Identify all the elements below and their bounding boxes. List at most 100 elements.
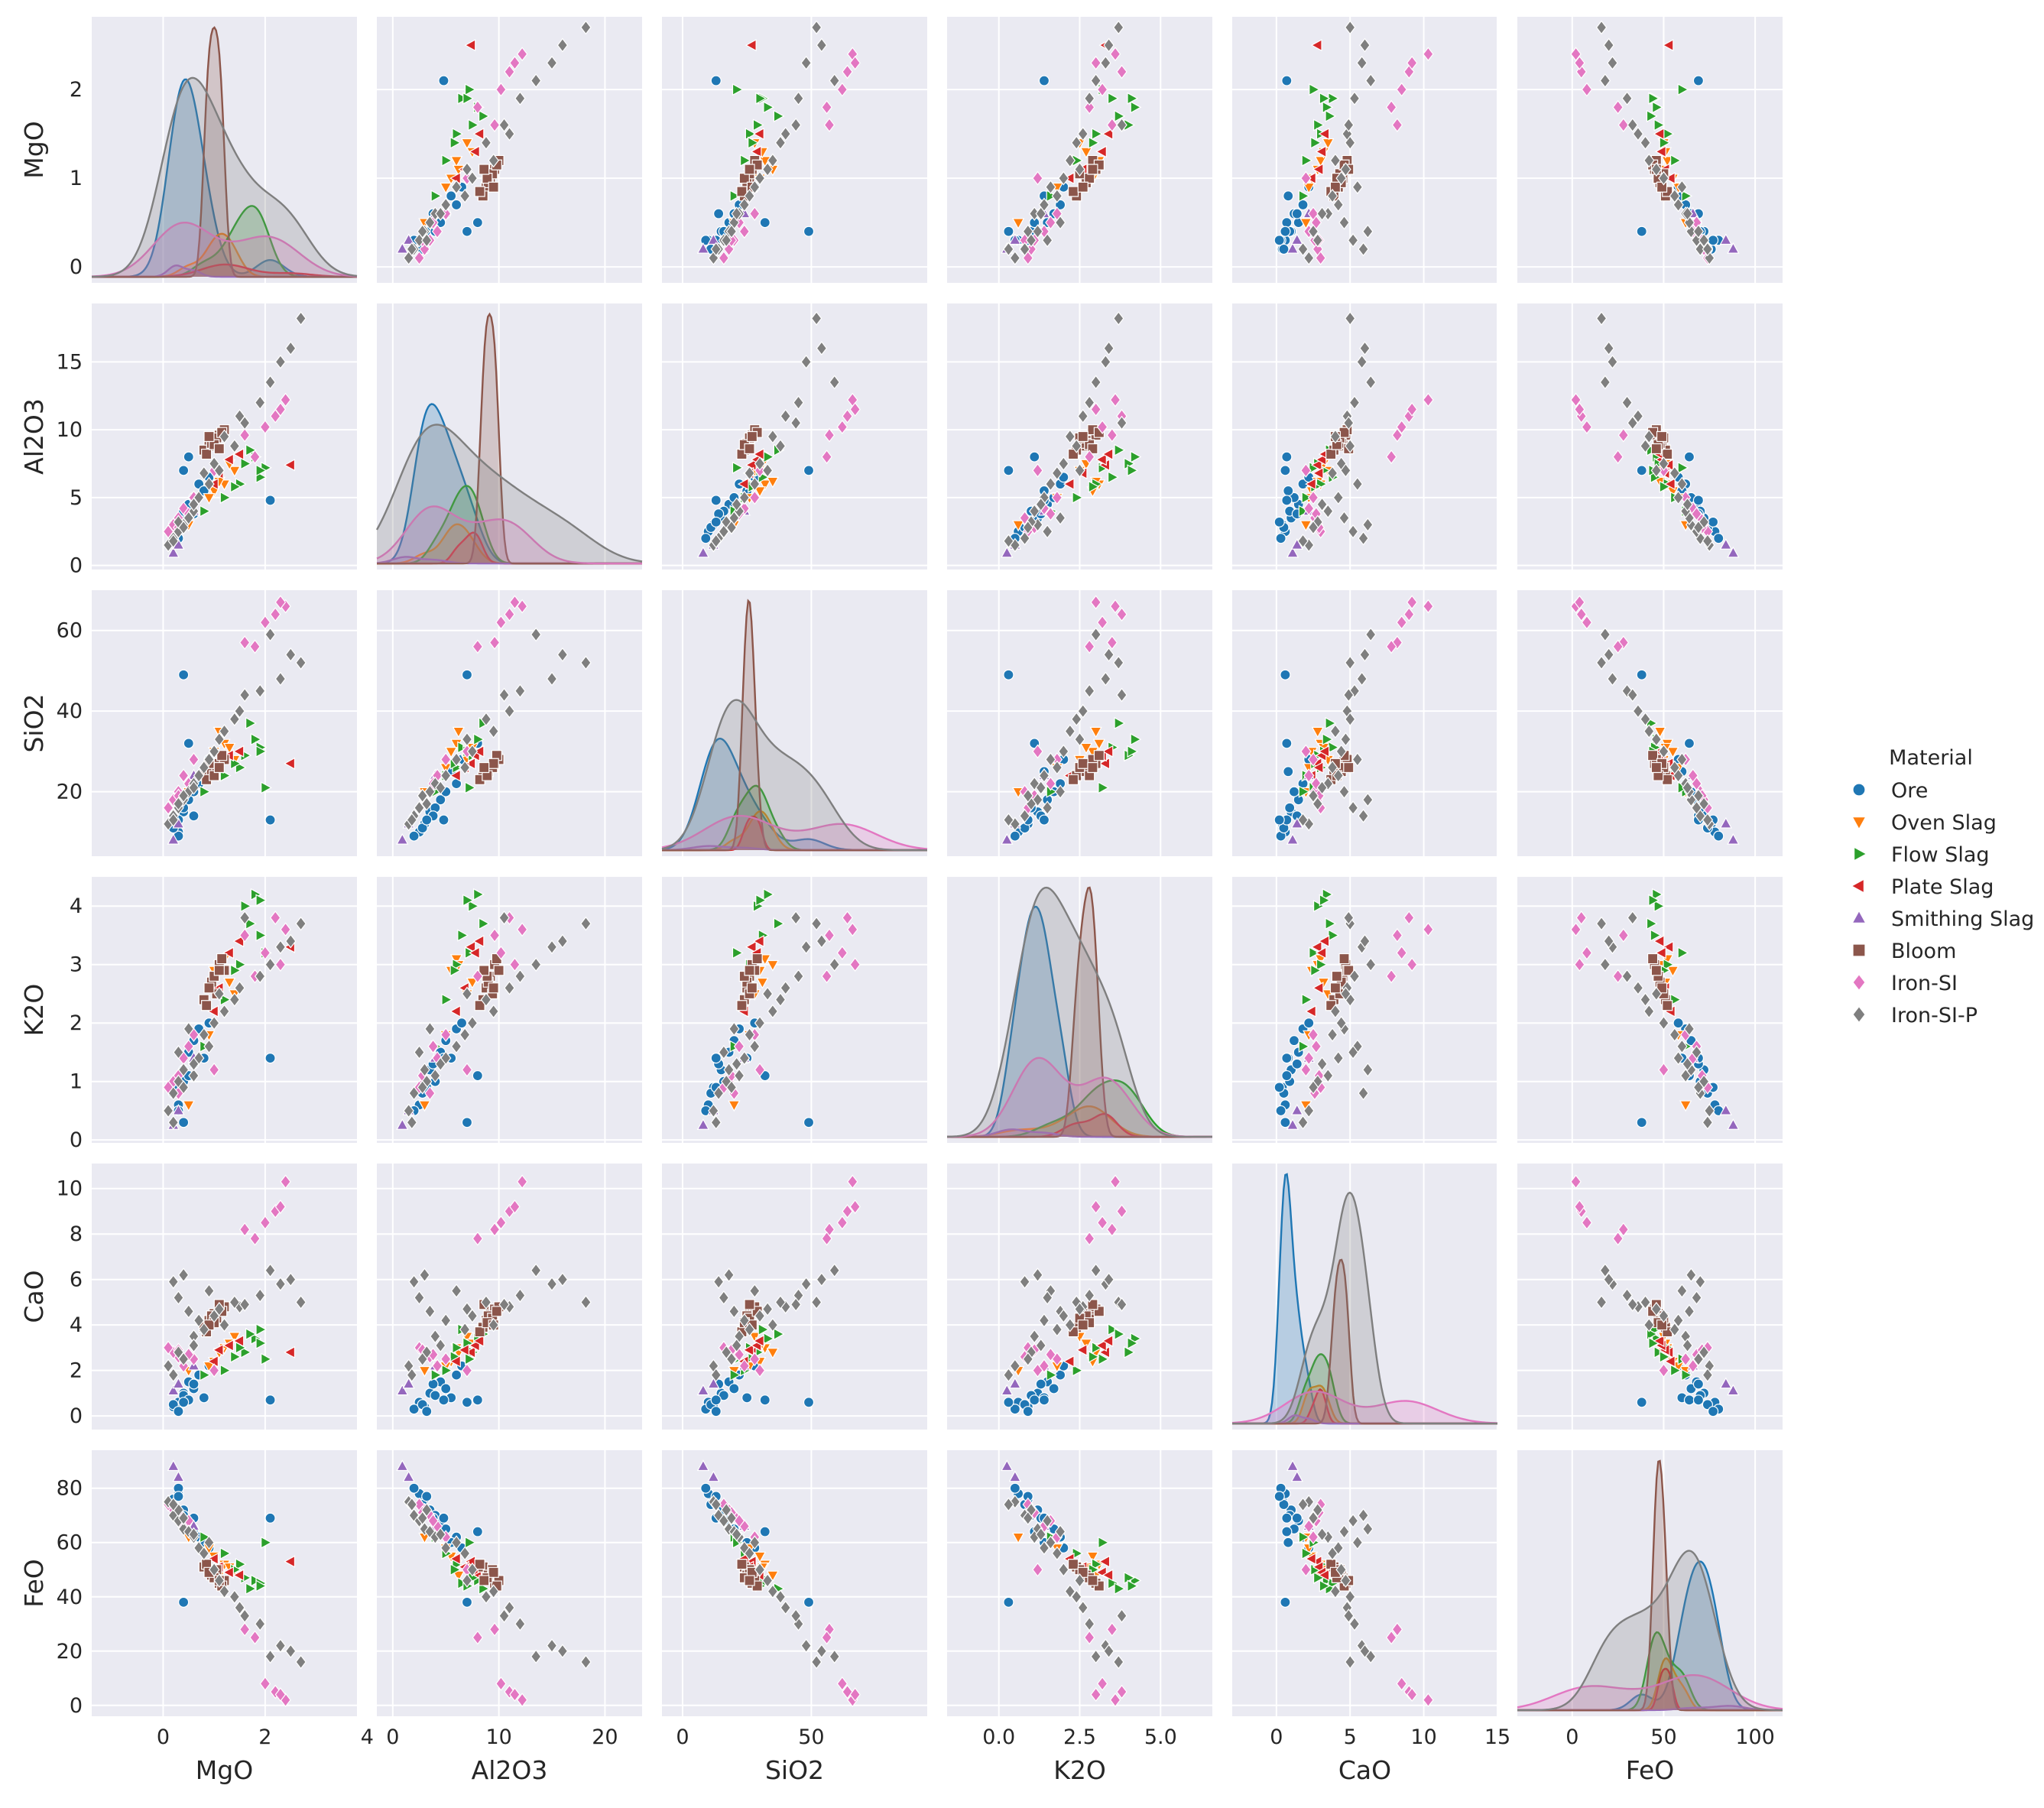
scatter-point bbox=[167, 1274, 180, 1290]
scatter-point bbox=[1301, 154, 1313, 167]
x-tick-label: 100 bbox=[1735, 1725, 1775, 1749]
scatter-point bbox=[1108, 471, 1119, 484]
scatter-point bbox=[1406, 1687, 1418, 1703]
scatter-point bbox=[408, 1404, 420, 1415]
x-tick-label: 2.5 bbox=[1063, 1725, 1096, 1749]
scatter-point bbox=[1329, 1004, 1342, 1019]
scatter-point bbox=[1727, 1384, 1740, 1396]
kde-fill bbox=[1517, 1461, 1783, 1710]
scatter-point bbox=[177, 520, 190, 535]
scatter-point bbox=[219, 1584, 230, 1599]
scatter-point bbox=[402, 233, 415, 245]
scatter-point bbox=[1648, 1336, 1660, 1350]
scatter-point bbox=[1344, 438, 1356, 453]
legend-entry: Iron-SI-P bbox=[1852, 1004, 1977, 1027]
scatter-point bbox=[424, 1021, 436, 1037]
scatter-point bbox=[773, 109, 785, 123]
scatter-point bbox=[472, 639, 484, 654]
scatter-point bbox=[1673, 1313, 1684, 1328]
scatter-point bbox=[406, 1115, 418, 1130]
scatter-point bbox=[183, 1347, 195, 1362]
scatter-point bbox=[1303, 768, 1315, 783]
y-tick-label: 10 bbox=[57, 1177, 83, 1201]
scatter-point bbox=[780, 980, 791, 995]
scatter-point bbox=[1088, 480, 1100, 493]
scatter-point bbox=[1347, 1045, 1359, 1060]
scatter-point bbox=[172, 1470, 185, 1482]
scatter-point bbox=[1621, 683, 1633, 699]
scatter-point bbox=[1663, 1355, 1676, 1368]
kde-fill bbox=[1517, 1632, 1783, 1710]
kde-fill bbox=[1232, 1193, 1497, 1423]
scatter-point bbox=[449, 156, 463, 167]
scatter-point bbox=[800, 940, 812, 955]
scatter-point bbox=[264, 957, 276, 972]
scatter-point bbox=[745, 940, 757, 953]
scatter-point bbox=[173, 1491, 184, 1502]
scatter-point bbox=[167, 1384, 180, 1396]
scatter-point bbox=[1045, 752, 1056, 767]
scatter-point bbox=[720, 232, 732, 248]
scatter-point bbox=[1687, 1358, 1698, 1374]
scatter-point bbox=[1396, 82, 1407, 97]
scatter-point bbox=[774, 1589, 787, 1605]
panel-grid: 012MgO051015Al2O3204060SiO201234K2O02468… bbox=[19, 17, 1783, 1785]
scatter-point bbox=[1650, 443, 1662, 455]
scatter-point bbox=[207, 1552, 219, 1566]
legend-marker bbox=[1854, 846, 1867, 862]
scatter-point bbox=[1109, 392, 1121, 407]
scatter-point bbox=[556, 1272, 569, 1287]
scatter-point bbox=[816, 37, 828, 53]
scatter-point bbox=[1041, 232, 1053, 248]
scatter-point bbox=[1681, 1368, 1693, 1381]
scatter-point bbox=[495, 945, 507, 960]
scatter-point bbox=[1032, 224, 1043, 239]
scatter-point bbox=[1283, 1537, 1294, 1548]
x-tick-label: 50 bbox=[798, 1725, 824, 1749]
scatter-point bbox=[295, 655, 307, 670]
scatter-point bbox=[1640, 1295, 1651, 1310]
scatter-point bbox=[1315, 946, 1327, 959]
scatter-point bbox=[766, 1570, 780, 1582]
scatter-point bbox=[1087, 164, 1098, 175]
scatter-point bbox=[1003, 669, 1014, 680]
scatter-point bbox=[738, 1358, 751, 1374]
y-tick-label: 8 bbox=[70, 1222, 83, 1246]
scatter-point bbox=[1658, 1308, 1669, 1323]
scatter-point bbox=[213, 986, 225, 1001]
scatter-point bbox=[1343, 118, 1355, 132]
scatter-point bbox=[1347, 1513, 1359, 1528]
scatter-point bbox=[1098, 1536, 1110, 1549]
scatter-point bbox=[1083, 1231, 1095, 1246]
scatter-point bbox=[1704, 1103, 1715, 1118]
scatter-point bbox=[198, 1322, 210, 1337]
scatter-point bbox=[1612, 969, 1624, 984]
scatter-point bbox=[1038, 75, 1050, 86]
scatter-point bbox=[264, 1512, 276, 1524]
scatter-point bbox=[480, 712, 492, 727]
scatter-point bbox=[1658, 1363, 1669, 1378]
scatter-point bbox=[440, 182, 453, 194]
scatter-point bbox=[261, 1536, 272, 1549]
scatter-point bbox=[1286, 1459, 1299, 1472]
scatter-point bbox=[1707, 235, 1719, 246]
scatter-point bbox=[440, 1027, 452, 1042]
scatter-point bbox=[1054, 511, 1066, 525]
scatter-point bbox=[188, 780, 200, 795]
scatter-point bbox=[1083, 450, 1095, 465]
scatter-point bbox=[755, 894, 767, 907]
scatter-point bbox=[731, 497, 742, 512]
scatter-point bbox=[708, 1103, 719, 1118]
scatter-point bbox=[530, 957, 542, 972]
scatter-point bbox=[488, 153, 499, 168]
scatter-point bbox=[1340, 986, 1351, 1001]
scatter-point bbox=[1648, 894, 1660, 907]
legend-marker bbox=[1852, 943, 1866, 957]
scatter-point bbox=[1003, 1596, 1014, 1608]
scatter-point bbox=[742, 1343, 754, 1357]
scatter-point bbox=[546, 1277, 558, 1292]
kde-fill bbox=[92, 206, 357, 277]
scatter-point bbox=[1702, 1115, 1714, 1130]
scatter-point bbox=[396, 1384, 409, 1396]
scatter-point bbox=[1653, 934, 1665, 948]
